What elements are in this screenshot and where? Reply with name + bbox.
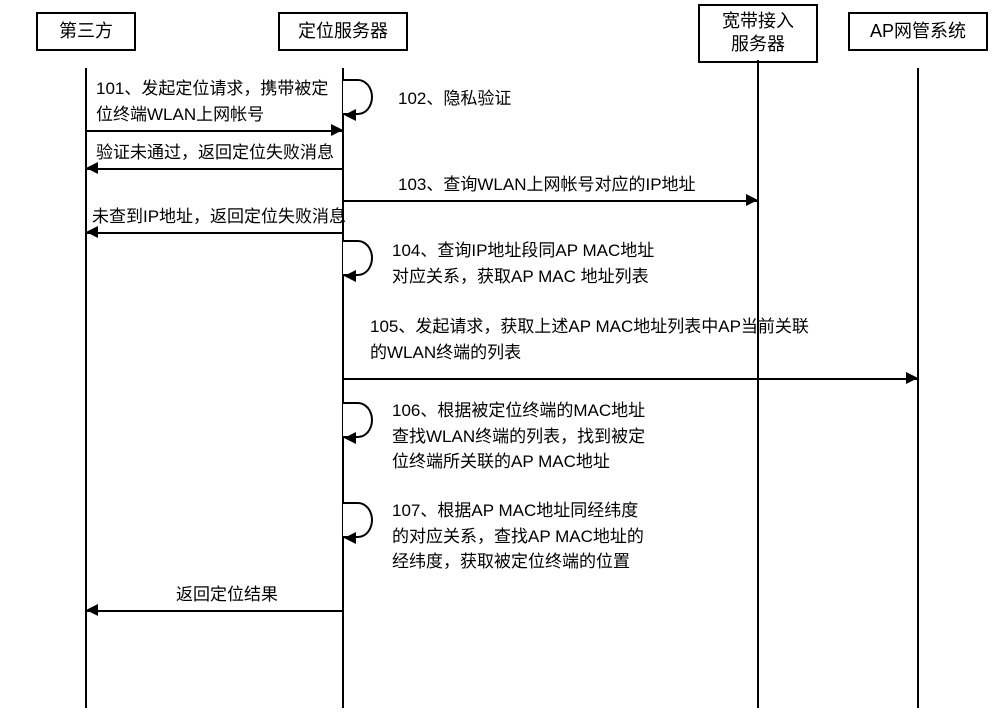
lifeline-loc-server <box>342 68 344 708</box>
msg-104-arrow <box>344 270 356 282</box>
participant-label: 定位服务器 <box>298 21 388 41</box>
participant-label: 宽带接入服务器 <box>722 11 794 54</box>
msg-103-label: 103、查询WLAN上网帐号对应的IP地址 <box>398 172 696 198</box>
lifeline-bb-server <box>757 60 759 708</box>
msg-102-arrow <box>344 109 356 121</box>
participant-label: AP网管系统 <box>870 21 966 41</box>
participant-ap-nms: AP网管系统 <box>848 12 988 51</box>
msg-103-arrow <box>746 194 758 206</box>
participant-label: 第三方 <box>59 21 113 41</box>
msg-106-label: 106、根据被定位终端的MAC地址 查找WLAN终端的列表，找到被定 位终端所关… <box>392 398 645 475</box>
msg-return-label: 返回定位结果 <box>176 582 278 608</box>
msg-fail2-arrow <box>86 226 98 238</box>
msg-101-line <box>86 130 343 132</box>
msg-105-line <box>343 378 918 380</box>
msg-105-label: 105、发起请求，获取上述AP MAC地址列表中AP当前关联 的WLAN终端的列… <box>370 314 809 365</box>
msg-fail2-label: 未查到IP地址，返回定位失败消息 <box>92 204 346 230</box>
msg-105-arrow <box>906 372 918 384</box>
msg-return-arrow <box>86 604 98 616</box>
msg-103-line <box>343 200 758 202</box>
msg-102-label: 102、隐私验证 <box>398 86 511 112</box>
msg-104-label: 104、查询IP地址段同AP MAC地址 对应关系，获取AP MAC 地址列表 <box>392 238 654 289</box>
msg-106-arrow <box>344 432 356 444</box>
msg-fail2-line <box>86 232 343 234</box>
msg-107-label: 107、根据AP MAC地址同经纬度 的对应关系，查找AP MAC地址的 经纬度… <box>392 498 644 575</box>
msg-fail1-line <box>86 168 343 170</box>
msg-return-line <box>86 610 343 612</box>
msg-101-arrow <box>331 124 343 136</box>
msg-fail1-label: 验证未通过，返回定位失败消息 <box>96 140 334 166</box>
participant-loc-server: 定位服务器 <box>278 12 408 51</box>
participant-bb-server: 宽带接入服务器 <box>698 4 818 63</box>
msg-107-arrow <box>344 532 356 544</box>
msg-101-label: 101、发起定位请求，携带被定 位终端WLAN上网帐号 <box>96 76 328 127</box>
msg-fail1-arrow <box>86 162 98 174</box>
participant-third-party: 第三方 <box>36 12 136 51</box>
lifeline-ap-nms <box>917 68 919 708</box>
